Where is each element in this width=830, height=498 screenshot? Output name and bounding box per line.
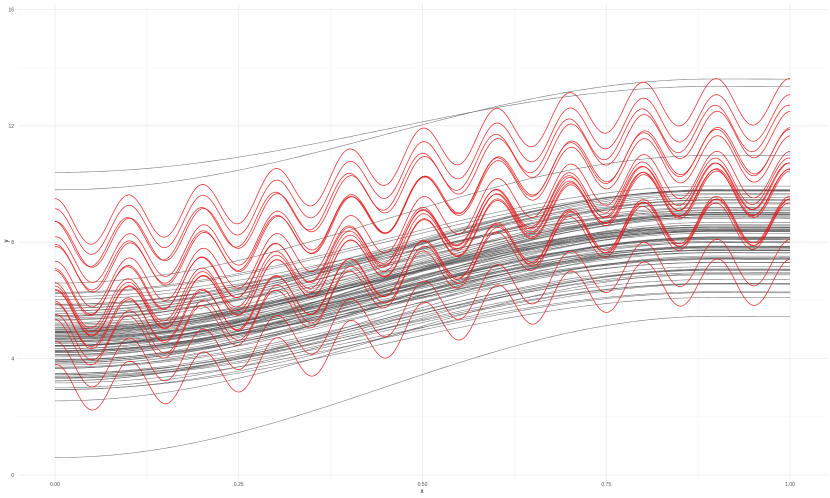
highlight-series-line [54,162,791,333]
background-series-line [55,211,791,300]
background-series-line [54,250,791,338]
background-series-line [55,78,791,191]
background-series-line [55,246,791,364]
background-series-line [54,237,791,352]
background-series-line [55,242,791,340]
highlight-series-line [54,157,791,329]
highlight-series-line [54,198,791,361]
background-series-line [55,190,791,294]
highlight-series [54,78,791,411]
background-series-line [54,266,791,374]
background-series-line [54,227,791,346]
background-series-line [55,189,791,312]
x-tick-label: 0.75 [601,482,611,488]
background-series-line [54,155,791,284]
highlight-series-line [54,78,791,245]
background-series-line [55,268,791,389]
highlight-series-line [54,135,791,283]
background-series-line [55,257,791,366]
highlight-series-line [54,128,791,291]
highlight-series-line [54,110,791,268]
highlight-series-line [54,94,791,255]
background-series-line [55,297,791,390]
background-series-line [54,212,791,335]
background-series-line [55,226,791,326]
background-series-line [55,262,791,349]
highlight-series-line [54,169,791,315]
y-tick-label: 0 [11,473,14,479]
background-series-line [55,86,790,173]
y-axis-ticks: 0 4 8 12 16 [8,7,14,479]
background-series-line [55,206,791,309]
background-series-line [54,236,791,355]
y-tick-label: 12 [8,124,14,130]
grid [18,4,828,482]
background-series-line [54,210,791,305]
highlight-series-line [54,104,791,268]
x-tick-label: 1.00 [785,482,795,488]
highlight-series-line [54,195,791,350]
highlight-series-line [54,202,791,366]
y-tick-label: 8 [11,240,14,246]
background-series-line [55,252,791,362]
y-tick-label: 16 [8,7,14,13]
x-tick-label: 0.00 [50,482,60,488]
x-tick-label: 0.25 [234,482,244,488]
background-series-line [55,228,791,328]
background-series-line [54,315,790,458]
background-series-line [54,226,791,331]
background-series-line [54,245,791,356]
background-series-line [55,252,791,346]
background-series-line [54,283,791,374]
background-series-line [55,269,791,368]
highlight-series-line [54,198,791,348]
background-series-line [55,258,791,347]
highlight-series-line [54,238,791,388]
background-series-line [55,230,791,330]
y-axis-title: y [4,240,10,243]
highlight-series-line [54,150,791,308]
x-axis-title: x [421,489,424,495]
x-axis-ticks: 0.00 0.25 0.50 0.75 1.00 [50,482,795,488]
highlight-series-line [54,168,791,337]
highlight-series-line [54,258,791,411]
y-tick-label: 4 [11,357,14,363]
x-tick-label: 0.50 [418,482,428,488]
